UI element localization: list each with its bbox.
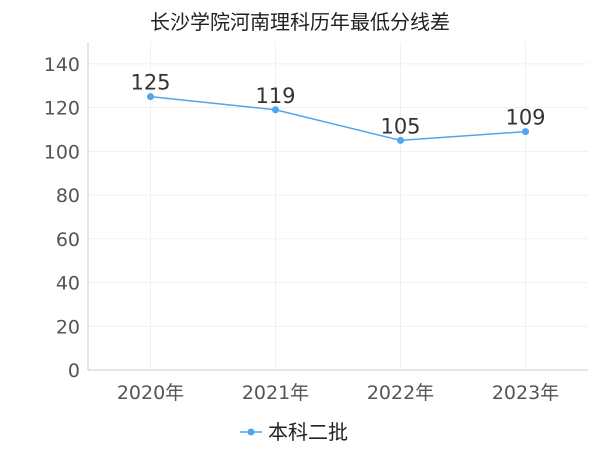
data-label: 125 xyxy=(130,71,170,95)
data-label: 105 xyxy=(380,114,420,138)
data-point[interactable] xyxy=(147,93,154,101)
chart-title: 长沙学院河南理科历年最低分线差 xyxy=(150,10,450,34)
x-tick-label: 2021年 xyxy=(242,382,309,404)
y-tick-label: 0 xyxy=(68,360,80,382)
data-point[interactable] xyxy=(522,128,529,136)
series-group: 125 119 105 109 xyxy=(130,71,546,144)
y-tick-label: 60 xyxy=(56,229,80,251)
y-tick-label: 80 xyxy=(56,185,80,207)
data-label: 119 xyxy=(255,84,295,108)
series-line xyxy=(150,95,526,142)
y-tick-label: 40 xyxy=(56,273,80,295)
y-tick-label: 20 xyxy=(56,316,80,338)
x-tick-label: 2023年 xyxy=(492,382,559,404)
legend-label: 本科二批 xyxy=(268,420,348,444)
data-point[interactable] xyxy=(272,106,279,114)
data-label: 109 xyxy=(505,106,545,130)
legend-marker-icon xyxy=(247,428,255,436)
x-axis-ticks: 2020年 2021年 2022年 2023年 xyxy=(117,382,559,404)
y-tick-label: 100 xyxy=(44,141,80,163)
x-tick-label: 2022年 xyxy=(367,382,434,404)
legend[interactable]: 本科二批 xyxy=(240,420,348,444)
data-point[interactable] xyxy=(397,136,404,144)
y-tick-label: 140 xyxy=(44,54,80,76)
y-tick-label: 120 xyxy=(44,98,80,120)
axes xyxy=(87,42,588,371)
x-tick-label: 2020年 xyxy=(117,382,184,404)
y-axis-ticks: 0 20 40 60 80 100 120 140 xyxy=(44,54,80,382)
